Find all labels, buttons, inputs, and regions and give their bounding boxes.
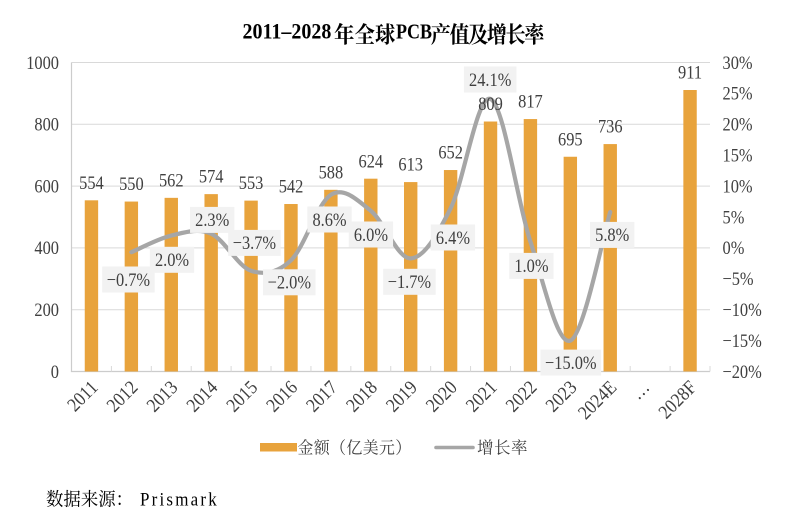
svg-text:30%: 30% [723,52,753,74]
svg-text:0: 0 [51,361,59,383]
svg-text:15%: 15% [723,144,753,166]
svg-text:−0.7%: −0.7% [107,269,150,291]
svg-text:−15.0%: −15.0% [545,352,597,374]
svg-text:542: 542 [279,175,304,197]
svg-text:2.3%: 2.3% [195,209,229,231]
svg-text:8.6%: 8.6% [312,209,346,231]
svg-text:6.4%: 6.4% [436,227,470,249]
svg-text:Prismark: Prismark [140,489,219,510]
svg-text:562: 562 [159,169,184,191]
svg-text:613: 613 [398,153,423,175]
svg-text:0%: 0% [723,237,745,259]
svg-text:PCB: PCB [396,21,432,43]
svg-text:553: 553 [239,172,264,194]
svg-text:−1.7%: −1.7% [388,271,431,293]
svg-text:−5%: −5% [723,268,754,290]
svg-text:2011–2028: 2011–2028 [243,18,332,43]
svg-text:5%: 5% [723,206,745,228]
svg-text:20%: 20% [723,113,753,135]
svg-text:−10%: −10% [723,299,762,321]
svg-text:25%: 25% [723,82,753,104]
svg-text:−20%: −20% [723,361,762,383]
svg-text:200: 200 [34,299,59,321]
svg-text:817: 817 [518,90,543,112]
svg-text:624: 624 [359,150,384,172]
svg-text:400: 400 [34,237,59,259]
svg-text:10%: 10% [723,175,753,197]
svg-text:736: 736 [598,115,623,137]
svg-text:550: 550 [119,173,144,195]
svg-text:24.1%: 24.1% [469,69,511,91]
svg-text:809: 809 [478,93,503,115]
svg-text:911: 911 [678,61,702,83]
svg-text:−2.0%: −2.0% [268,271,311,293]
svg-text:−15%: −15% [723,330,762,352]
svg-text:2.0%: 2.0% [155,249,189,271]
svg-text:554: 554 [79,172,104,194]
svg-text:5.8%: 5.8% [595,224,629,246]
svg-text:1.0%: 1.0% [514,255,548,277]
svg-text:800: 800 [34,113,59,135]
svg-text:574: 574 [199,166,224,188]
svg-text:600: 600 [34,175,59,197]
svg-text:588: 588 [319,161,344,183]
svg-text:−3.7%: −3.7% [233,232,276,254]
svg-text:1000: 1000 [26,52,59,74]
svg-text:6.0%: 6.0% [354,224,388,246]
svg-text:652: 652 [438,141,463,163]
svg-text:695: 695 [558,128,583,150]
